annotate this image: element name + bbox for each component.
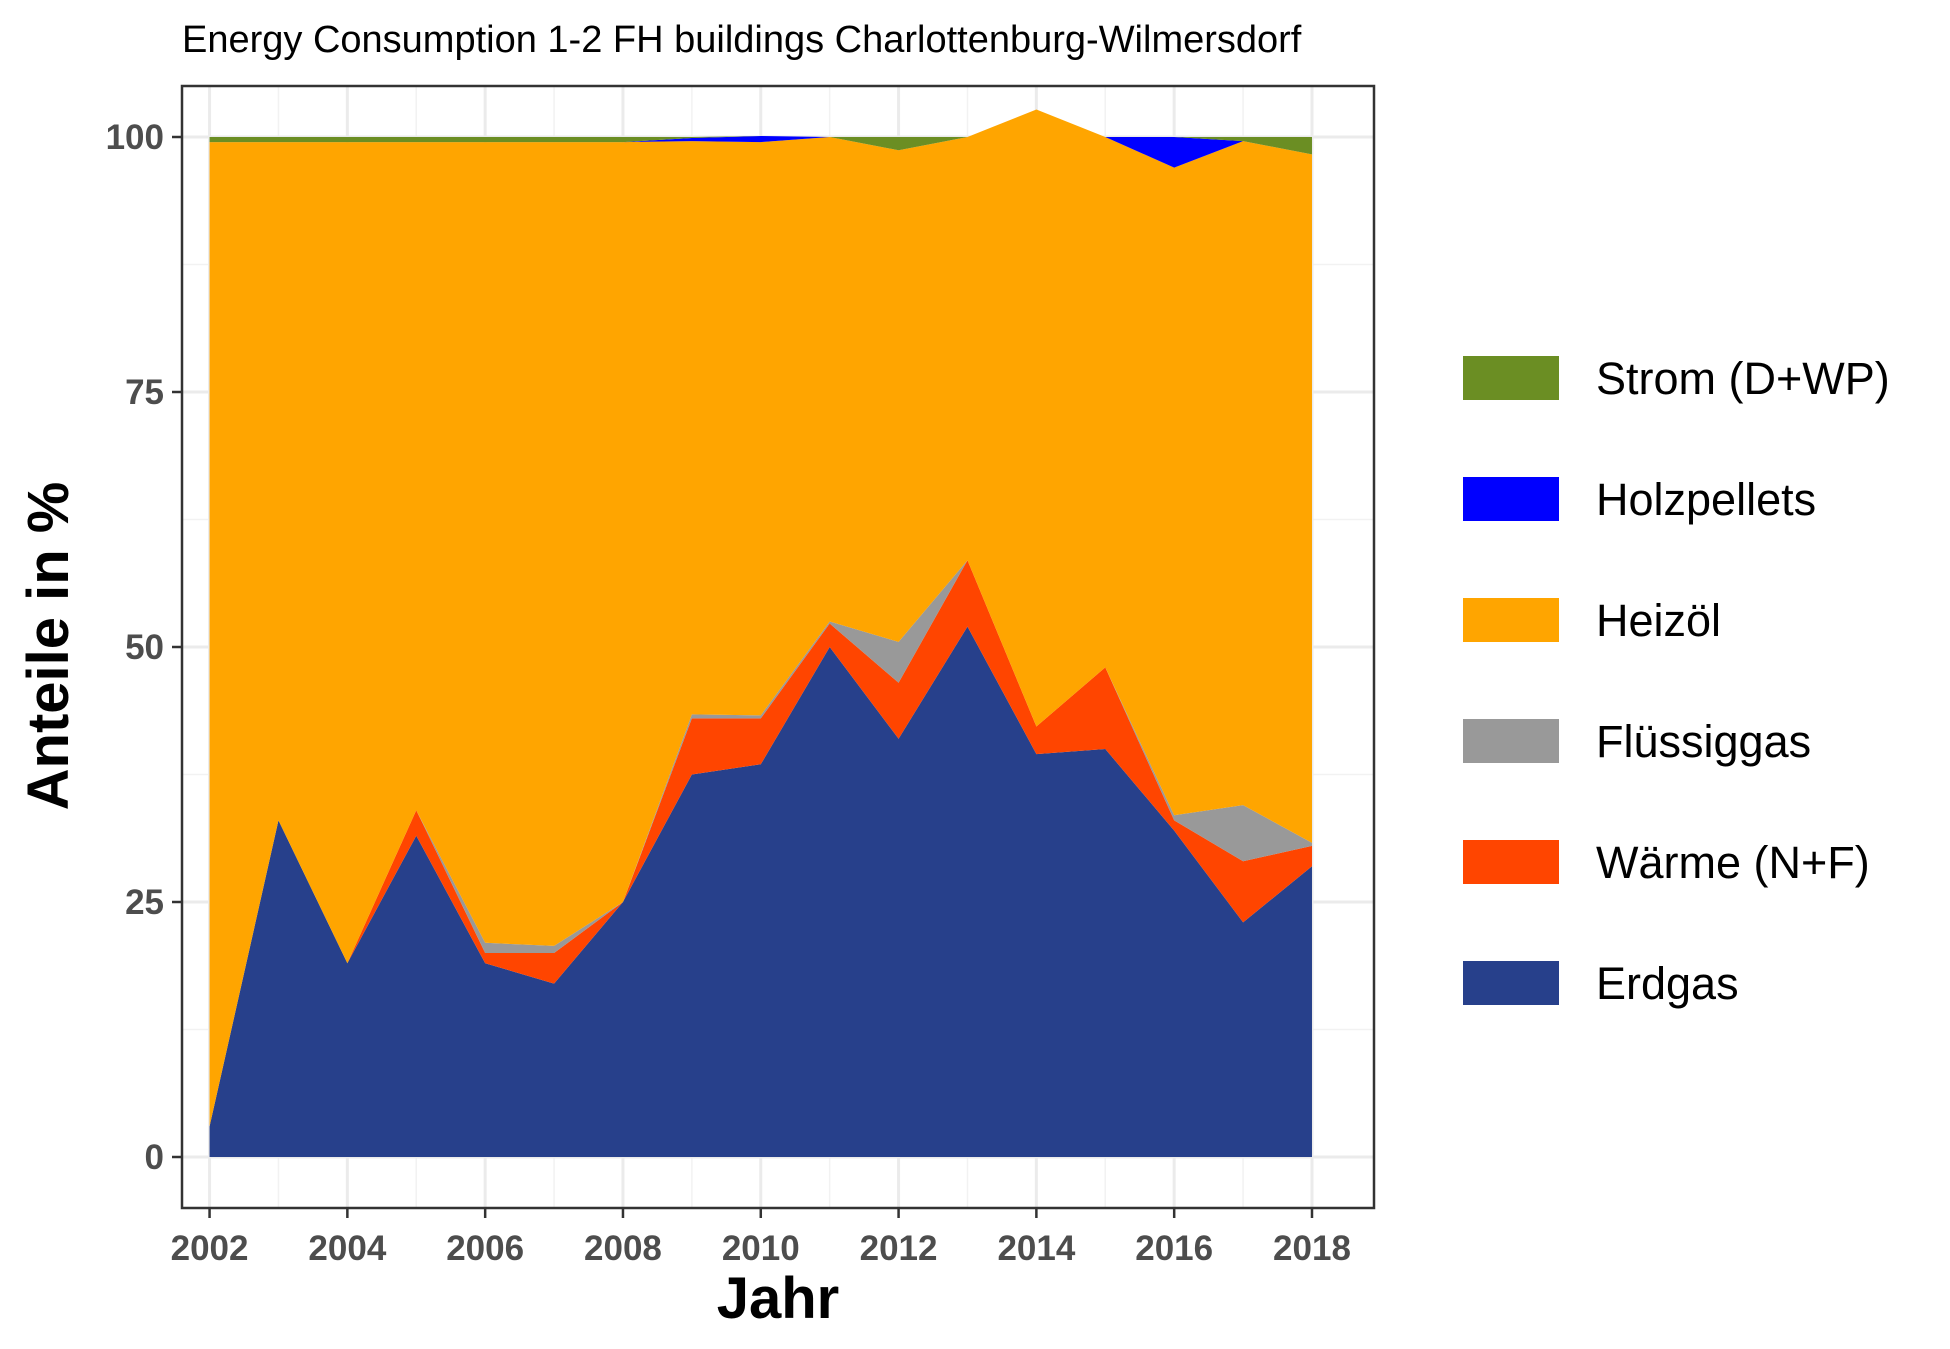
x-tick-label: 2012 [860,1229,938,1268]
y-tick-label: 75 [125,373,164,412]
x-tick-label: 2008 [584,1229,662,1268]
y-axis-title: Anteile in % [16,482,81,811]
legend-label-fl-ssiggas: Flüssiggas [1596,716,1811,767]
legend-key-heiz-l [1463,598,1559,642]
area-erdgas [209,626,1312,1157]
x-tick-label: 2018 [1273,1229,1351,1268]
axes: 2002 2004 2006 2008 2010 2012 2014 2016 2018 0 25 5… [106,118,1351,1268]
x-tick-label: 2004 [308,1229,386,1268]
y-tick-label: 0 [145,1138,164,1177]
legend-key-erdgas [1463,961,1559,1005]
chart-title: Energy Consumption 1-2 FH buildings Char… [182,19,1302,61]
legend-key-w-rme-n-f [1463,840,1559,884]
x-tick-label: 2010 [722,1229,800,1268]
legend-label-w-rme-n-f: Wärme (N+F) [1596,837,1870,888]
legend-key-fl-ssiggas [1463,719,1559,763]
y-tick-label: 25 [125,883,164,922]
legend-key-holzpellets [1463,477,1559,521]
legend-key-strom-d-wp [1463,356,1559,400]
area-w-rme-n-f [209,560,1312,1127]
x-axis-title: Jahr [717,1266,840,1331]
y-tick-label: 50 [125,628,164,667]
area-heiz-l [209,109,1312,1127]
y-tick-label: 100 [106,118,164,157]
area-holzpellets [209,109,1312,168]
legend-label-holzpellets: Holzpellets [1596,474,1816,525]
legend: Strom (D+WP) Holzpellets Heizöl Flüssiggas W… [1463,353,1890,1009]
x-tick-label: 2016 [1135,1229,1213,1268]
x-tick-label: 2006 [446,1229,524,1268]
legend-label-erdgas: Erdgas [1596,958,1739,1009]
plot-panel [180,84,1376,1210]
legend-label-heiz-l: Heizöl [1596,595,1721,646]
x-tick-label: 2014 [997,1229,1075,1268]
legend-label-strom-d-wp: Strom (D+WP) [1596,353,1890,404]
x-tick-label: 2002 [171,1229,249,1268]
